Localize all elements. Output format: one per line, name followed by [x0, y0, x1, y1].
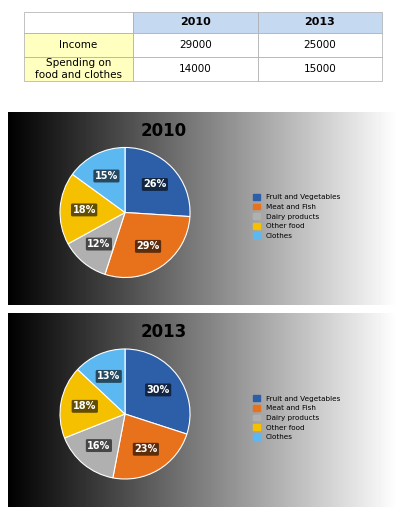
Wedge shape: [105, 212, 189, 278]
Text: 2010: 2010: [141, 121, 186, 140]
Text: 18%: 18%: [72, 205, 95, 215]
Wedge shape: [125, 349, 190, 434]
Wedge shape: [60, 370, 125, 438]
Wedge shape: [113, 414, 186, 479]
Legend: Fruit and Vegetables, Meat and Fish, Dairy products, Other food, Clothes: Fruit and Vegetables, Meat and Fish, Dai…: [253, 194, 339, 239]
Legend: Fruit and Vegetables, Meat and Fish, Dairy products, Other food, Clothes: Fruit and Vegetables, Meat and Fish, Dai…: [253, 395, 339, 440]
Text: 30%: 30%: [146, 385, 169, 395]
Text: 26%: 26%: [143, 180, 166, 189]
Text: 13%: 13%: [97, 371, 120, 381]
Wedge shape: [72, 147, 125, 212]
Wedge shape: [68, 212, 125, 274]
Wedge shape: [125, 147, 190, 217]
Text: 16%: 16%: [87, 440, 110, 451]
Text: 29%: 29%: [136, 241, 159, 251]
Text: 2013: 2013: [140, 323, 187, 341]
Text: 12%: 12%: [87, 239, 110, 249]
Wedge shape: [60, 174, 125, 244]
Text: 15%: 15%: [95, 171, 118, 181]
Wedge shape: [65, 414, 125, 478]
Text: 18%: 18%: [73, 401, 96, 411]
Text: 23%: 23%: [134, 444, 157, 454]
Wedge shape: [77, 349, 125, 414]
